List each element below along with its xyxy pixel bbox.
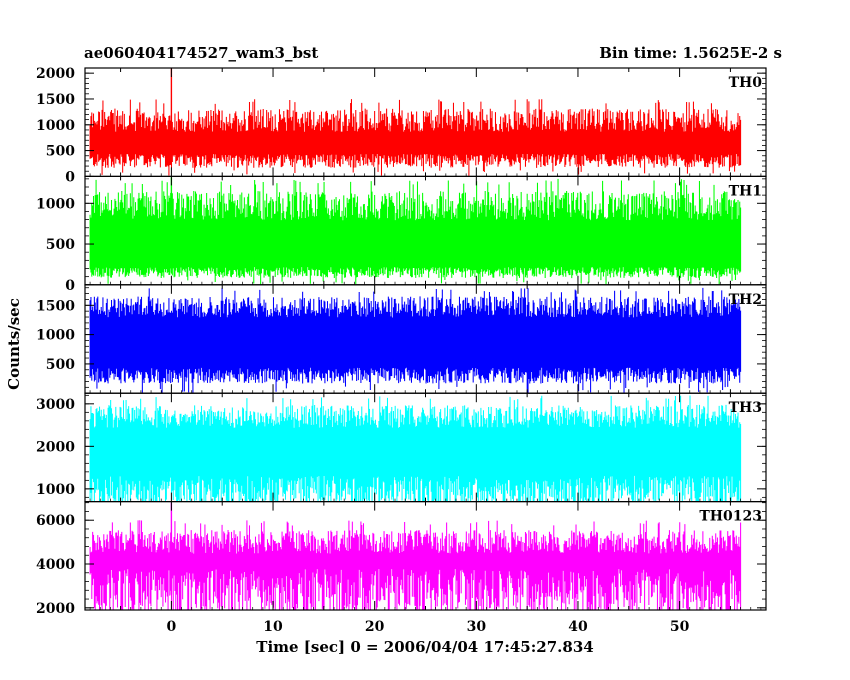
y-tick-label: 1000 (36, 482, 75, 498)
series-th0-trace (89, 99, 742, 176)
x-tick-label: 0 (167, 619, 177, 635)
series-th0123-trace (89, 520, 742, 610)
y-tick-label: 500 (46, 237, 75, 253)
panel-label-th0123: TH0123 (699, 509, 762, 525)
x-tick-label: 40 (568, 619, 588, 635)
y-tick-label: 1000 (36, 118, 75, 134)
series-th3-trace (89, 395, 742, 502)
y-tick-label: 500 (46, 357, 75, 373)
y-tick-label: 0 (65, 169, 75, 185)
panel-label-th2: TH2 (729, 292, 762, 308)
panel-label-th0: TH0 (729, 75, 763, 91)
x-tick-label: 30 (467, 619, 487, 635)
y-tick-label: 0 (65, 278, 75, 294)
y-tick-label: 1000 (36, 328, 75, 344)
chart-subtitle: Bin time: 1.5625E-2 s (599, 44, 782, 62)
y-tick-label: 2000 (36, 439, 75, 455)
x-axis-label: Time [sec] 0 = 2006/04/04 17:45:27.834 (0, 638, 850, 656)
y-tick-label: 500 (46, 144, 75, 160)
y-tick-label: 1000 (36, 196, 75, 212)
x-tick-label: 10 (263, 619, 283, 635)
y-tick-label: 1500 (36, 92, 75, 108)
series-th1-trace (89, 178, 742, 285)
x-tick-label: 20 (365, 619, 385, 635)
y-tick-label: 1500 (36, 298, 75, 314)
y-tick-label: 4000 (36, 557, 75, 573)
y-tick-label: 2000 (36, 601, 75, 617)
panel-label-th3: TH3 (729, 400, 762, 416)
y-tick-label: 2000 (36, 66, 75, 82)
y-tick-label: 6000 (36, 513, 75, 529)
x-axis-label-text: Time [sec] 0 = 2006/04/04 17:45:27.834 (256, 638, 594, 656)
chart-title: ae060404174527_wam3_bst (84, 44, 319, 62)
x-tick-label: 50 (670, 619, 690, 635)
panel-label-th1: TH1 (729, 183, 762, 199)
y-tick-label: 3000 (36, 397, 75, 413)
series-th2-trace (89, 287, 742, 394)
